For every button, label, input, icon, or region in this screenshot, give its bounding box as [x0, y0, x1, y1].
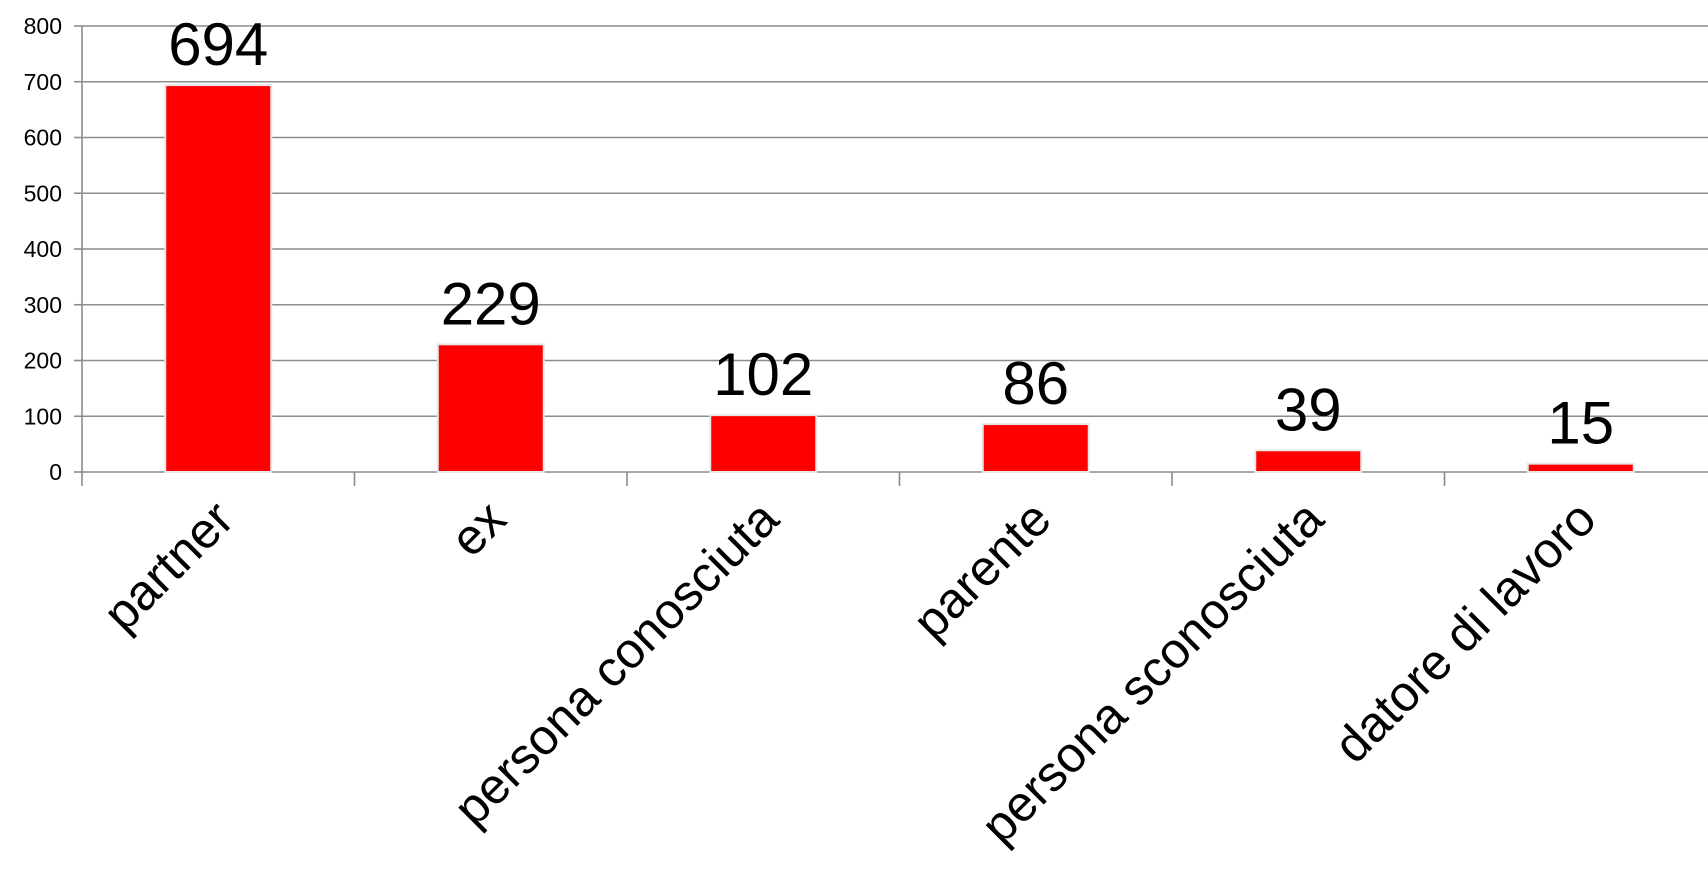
y-axis-tick-labels: 0 100 200 300 400 500 600 700 800 [24, 13, 62, 485]
y-tick-label: 0 [49, 459, 62, 485]
axes [74, 25, 1708, 486]
data-labels: 694 229 102 86 39 15 [168, 11, 1614, 457]
gridlines [82, 25, 1708, 418]
x-category-label: partner [92, 490, 244, 642]
data-label: 229 [441, 270, 541, 337]
x-category-label: datore di lavoro [1323, 490, 1606, 773]
y-tick-label: 600 [24, 125, 62, 151]
y-tick-label: 300 [24, 292, 62, 318]
bar [981, 423, 1090, 473]
data-label: 86 [1002, 350, 1069, 417]
y-tick-label: 200 [24, 348, 62, 374]
data-label: 102 [713, 341, 813, 408]
data-label: 39 [1275, 376, 1342, 443]
bar [436, 343, 545, 473]
bar [1254, 449, 1363, 474]
bar [164, 84, 273, 473]
bar [1526, 462, 1635, 474]
y-tick-label: 100 [24, 403, 62, 429]
y-tick-label: 800 [24, 13, 62, 39]
y-tick-label: 400 [24, 236, 62, 262]
y-tick-label: 500 [24, 180, 62, 206]
x-category-label: parente [902, 490, 1062, 650]
bar [709, 414, 818, 474]
data-label: 694 [168, 11, 268, 78]
x-category-label: ex [440, 490, 517, 567]
bars [164, 84, 1635, 474]
y-tick-label: 700 [24, 69, 62, 95]
data-label: 15 [1547, 390, 1614, 457]
